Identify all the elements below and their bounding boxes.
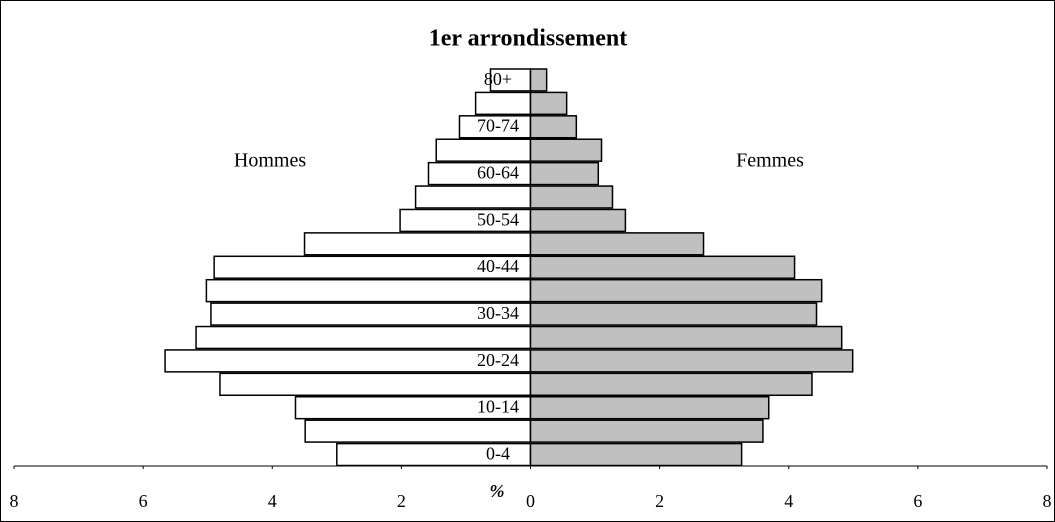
x-tick-label: 2 xyxy=(655,491,664,511)
bar xyxy=(529,255,796,279)
category-label: 80+ xyxy=(484,69,512,89)
x-tick-label: 2 xyxy=(397,491,406,511)
bar xyxy=(303,232,532,256)
category-label: 40-44 xyxy=(477,256,519,276)
bar xyxy=(529,115,578,139)
category-label: 0-4 xyxy=(486,443,510,463)
x-tick-label: 6 xyxy=(139,491,148,511)
chart-title: 1er arrondissement xyxy=(429,26,627,52)
bar xyxy=(529,161,600,186)
x-tick-label: 8 xyxy=(10,491,19,511)
bar xyxy=(529,396,770,420)
category-label: 60-64 xyxy=(477,162,519,182)
category-label: 50-54 xyxy=(477,209,519,229)
bar xyxy=(195,325,532,350)
bar xyxy=(414,185,532,209)
x-axis-label: % xyxy=(490,481,505,501)
bar xyxy=(529,349,854,373)
x-tick-label: 0 xyxy=(526,491,535,511)
category-label: 20-24 xyxy=(477,350,519,370)
bar xyxy=(435,138,532,162)
legend-label: Hommes xyxy=(234,150,306,172)
bar xyxy=(529,208,627,233)
bar xyxy=(529,325,843,350)
bar xyxy=(529,91,568,116)
bar xyxy=(529,138,603,162)
x-tick-label: 4 xyxy=(268,491,277,511)
bar xyxy=(529,419,764,443)
bar xyxy=(529,302,818,326)
bar xyxy=(164,349,532,373)
category-label: 30-34 xyxy=(477,303,519,323)
bar xyxy=(529,442,743,467)
bar xyxy=(529,372,813,397)
bar xyxy=(304,419,532,443)
x-tick-label: 8 xyxy=(1043,491,1052,511)
bar xyxy=(474,91,532,116)
bar xyxy=(529,232,705,256)
category-label: 70-74 xyxy=(477,116,519,136)
legend-label: Femmes xyxy=(736,150,804,172)
bar xyxy=(529,68,548,92)
bar xyxy=(529,278,823,303)
x-tick-label: 4 xyxy=(784,491,793,511)
category-label: 10-14 xyxy=(477,397,519,417)
bar xyxy=(205,278,532,303)
bar xyxy=(529,185,614,209)
bar xyxy=(219,372,532,397)
x-tick-label: 6 xyxy=(913,491,922,511)
